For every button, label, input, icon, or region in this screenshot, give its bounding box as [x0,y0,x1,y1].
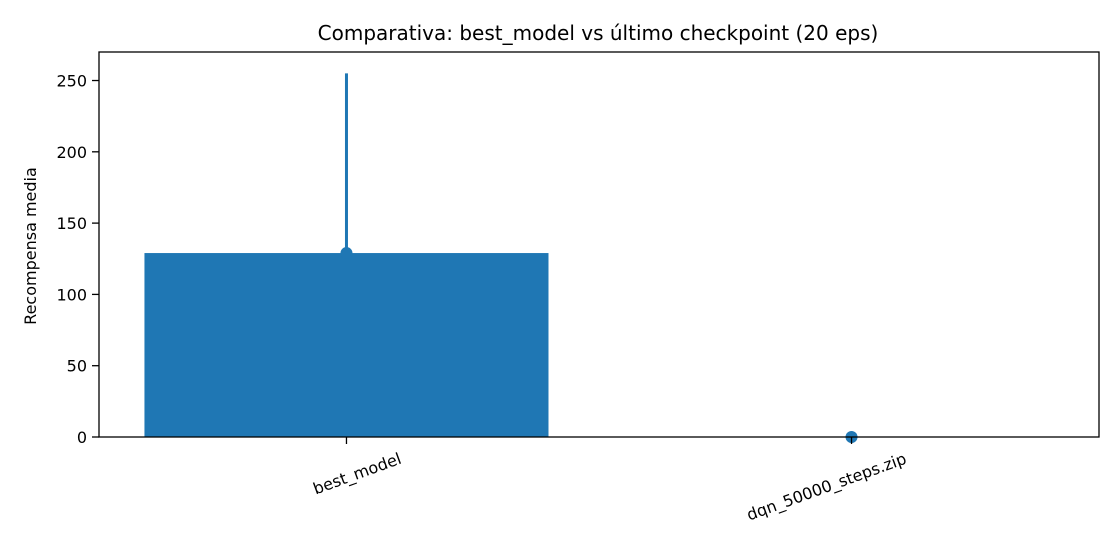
x-tick-label-0: best_model [310,449,404,499]
chart-title: Comparativa: best_model vs último checkp… [318,21,879,45]
y-tick-label-2: 100 [56,285,87,304]
x-tick-label-1: dqn_50000_steps.zip [744,449,909,525]
y-tick-label-3: 150 [56,214,87,233]
y-tick-label-1: 50 [67,357,87,376]
bar-0 [144,253,549,437]
mean-point-0 [340,247,353,260]
y-tick-label-0: 0 [77,428,87,447]
y-tick-label-5: 250 [56,72,87,91]
y-tick-label-4: 200 [56,143,87,162]
plot-frame [98,51,1100,438]
y-axis-label: Recompensa media [21,167,40,325]
plot-area: 0 50 100 150 200 250 best_model dqn_50000_steps… [56,51,1100,525]
